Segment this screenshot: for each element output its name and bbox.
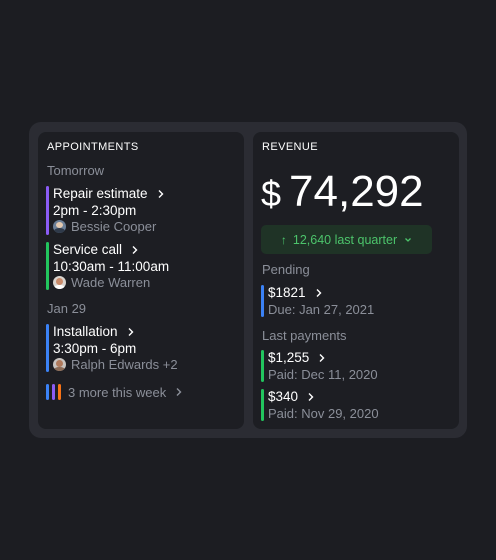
payment-color-bar — [261, 350, 264, 382]
appointment-title: Repair estimate — [53, 186, 148, 201]
quarter-change-badge[interactable]: ↑ 12,640 last quarter — [261, 225, 432, 254]
pending-color-bar — [261, 285, 264, 317]
appointment-repair-estimate[interactable]: Repair estimate — [53, 186, 166, 201]
appointments-heading: APPOINTMENTS — [47, 141, 139, 153]
more-color-bars — [46, 384, 61, 400]
last-payment-item[interactable]: $1,255 — [268, 350, 327, 365]
avatar — [53, 358, 66, 371]
payment-paid-date: Paid: Dec 11, 2020 — [268, 367, 378, 382]
payment-amount: $1821 — [268, 285, 306, 300]
appointment-time: 3:30pm - 6pm — [53, 341, 137, 356]
group-label-tomorrow: Tomorrow — [47, 163, 105, 178]
color-bar-orange — [58, 384, 61, 400]
group-label-jan-29: Jan 29 — [47, 301, 87, 316]
appointment-service-call[interactable]: Service call — [53, 242, 140, 257]
chevron-right-icon — [314, 288, 324, 298]
chevron-right-icon — [126, 327, 136, 337]
payment-amount: $1,255 — [268, 350, 310, 365]
revenue-card — [253, 132, 459, 429]
avatar — [53, 276, 66, 289]
person-name: Ralph Edwards +2 — [71, 357, 178, 372]
chevron-right-icon — [130, 245, 140, 255]
appointment-person: Ralph Edwards +2 — [53, 357, 178, 372]
appointment-title: Installation — [53, 324, 118, 339]
more-label: 3 more this week — [68, 384, 167, 400]
chevron-right-icon — [156, 189, 166, 199]
payment-paid-date: Paid: Nov 29, 2020 — [268, 406, 379, 421]
appointment-installation[interactable]: Installation — [53, 324, 136, 339]
appointment-color-bar — [46, 324, 49, 372]
chevron-right-icon — [306, 392, 316, 402]
last-payments-label: Last payments — [262, 328, 347, 343]
appointments-card — [38, 132, 244, 429]
appointment-title: Service call — [53, 242, 123, 257]
avatar — [53, 220, 66, 233]
color-bar-purple — [52, 384, 55, 400]
appointment-person: Bessie Cooper — [53, 219, 156, 234]
pending-label: Pending — [262, 262, 310, 277]
currency-symbol: $ — [261, 173, 282, 214]
appointment-time: 2pm - 2:30pm — [53, 203, 137, 218]
person-name: Bessie Cooper — [71, 219, 157, 234]
quarter-change-label: 12,640 last quarter — [292, 232, 398, 247]
appointment-color-bar — [46, 186, 49, 235]
more-this-week-link[interactable]: 3 more this week — [46, 384, 184, 400]
payment-due-date: Due: Jan 27, 2021 — [268, 302, 375, 317]
revenue-total-value: 74,292 — [289, 167, 424, 216]
payment-color-bar — [261, 389, 264, 421]
color-bar-blue — [46, 384, 49, 400]
person-name: Wade Warren — [71, 275, 151, 290]
payment-amount: $340 — [268, 389, 299, 404]
chevron-right-icon — [174, 387, 184, 397]
appointment-time: 10:30am - 11:00am — [53, 259, 170, 274]
appointment-person: Wade Warren — [53, 275, 150, 290]
chevron-right-icon — [317, 353, 327, 363]
revenue-total: $ 74,292 — [261, 167, 424, 217]
revenue-heading: REVENUE — [262, 141, 318, 153]
appointment-color-bar — [46, 242, 49, 290]
last-payment-item[interactable]: $340 — [268, 389, 316, 404]
arrow-up-icon: ↑ — [280, 232, 287, 247]
chevron-down-icon — [404, 233, 412, 247]
pending-payment-item[interactable]: $1821 — [268, 285, 324, 300]
